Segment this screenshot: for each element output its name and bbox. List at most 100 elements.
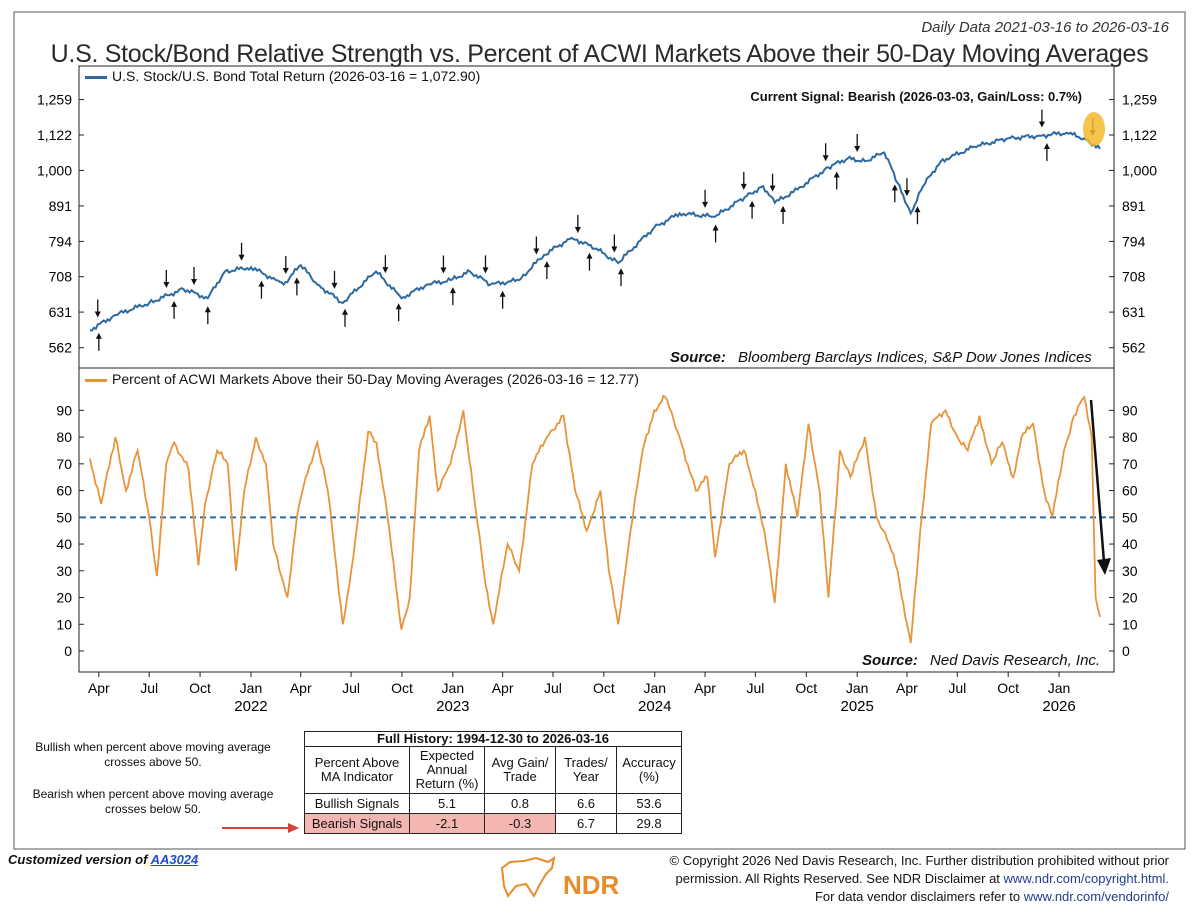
bearish-signal-arrowhead xyxy=(482,267,489,274)
bottom-ytick-right: 70 xyxy=(1122,456,1138,472)
bottom-ytick-left: 60 xyxy=(56,483,72,499)
x-year-label: 2022 xyxy=(234,698,267,715)
x-month-label: Apr xyxy=(492,680,514,696)
stats-title: Full History: 1994-12-30 to 2026-03-16 xyxy=(304,731,682,747)
stats-header-indicator: Percent Above MA Indicator xyxy=(304,746,410,794)
x-month-label: Jan xyxy=(442,680,465,696)
bearish-signal-arrowhead xyxy=(282,268,289,275)
bottom-ytick-right: 40 xyxy=(1122,536,1138,552)
x-year-label: 2023 xyxy=(436,698,469,715)
bearish-signal-arrowhead xyxy=(238,254,245,261)
top-ytick-right: 1,122 xyxy=(1122,127,1157,143)
bullish-signal-arrowhead xyxy=(617,268,624,275)
bottom-ytick-left: 30 xyxy=(56,563,72,579)
date-range-label: Daily Data 2021-03-16 to 2026-03-16 xyxy=(921,19,1169,36)
bearish-signal-arrowhead xyxy=(331,282,338,289)
x-month-label: Jul xyxy=(140,680,158,696)
bottom-ytick-left: 70 xyxy=(56,456,72,472)
x-month-label: Jan xyxy=(643,680,666,696)
copyright-line2: permission. All Rights Reserved. See NDR… xyxy=(609,870,1169,888)
top-panel-frame xyxy=(78,65,1115,369)
x-month-label: Oct xyxy=(795,680,817,696)
copyright-line1: © Copyright 2026 Ned Davis Research, Inc… xyxy=(669,853,1169,868)
bearish-signal-arrowhead xyxy=(163,281,170,288)
stats-cell: 6.6 xyxy=(555,793,617,814)
x-month-label: Jul xyxy=(544,680,562,696)
bullish-signal-arrowhead xyxy=(914,206,921,213)
bottom-ytick-right: 50 xyxy=(1122,509,1138,525)
stats-cell: 53.6 xyxy=(616,793,682,814)
bottom-ytick-right: 60 xyxy=(1122,483,1138,499)
x-axis: Apr Jul Oct Jan Apr Jul Oct Jan Apr Jul Oct Jan Apr J… xyxy=(88,672,1076,715)
bearish-signal-arrowhead xyxy=(382,267,389,274)
bottom-ytick-right: 90 xyxy=(1122,402,1138,418)
bottom-ytick-right: 0 xyxy=(1122,643,1130,659)
custom-link[interactable]: AA3024 xyxy=(150,852,199,867)
bearish-signal-arrowhead xyxy=(533,248,540,255)
x-year-label: 2025 xyxy=(840,698,873,715)
copyright-line2-text: permission. All Rights Reserved. See NDR… xyxy=(675,871,1000,886)
vendor-url-link[interactable]: www.ndr.com/vendorinfo/ xyxy=(1023,889,1169,904)
copyright-line3-text: For data vendor disclaimers refer to xyxy=(814,889,1021,904)
top-ytick-left: 891 xyxy=(49,198,73,214)
trend-arrow xyxy=(1089,399,1111,575)
top-ytick-left: 1,122 xyxy=(37,127,72,143)
stats-cell: 5.1 xyxy=(409,793,485,814)
stats-cell: -0.3 xyxy=(484,813,556,834)
x-month-label: Apr xyxy=(694,680,716,696)
x-month-label: Oct xyxy=(391,680,413,696)
copyright-url-link[interactable]: www.ndr.com/copyright.html. xyxy=(1003,871,1169,886)
bullish-note: Bullish when percent above moving averag… xyxy=(35,740,271,769)
top-ytick-right: 562 xyxy=(1122,340,1146,356)
bearish-signal-arrowhead xyxy=(822,155,829,162)
top-ytick-right: 891 xyxy=(1122,198,1146,214)
bottom-ytick-left: 90 xyxy=(56,402,72,418)
chart-frame xyxy=(13,11,1186,850)
current-signal-label: Current Signal: Bearish (2026-03-03, Gai… xyxy=(750,89,1082,104)
top-legend: U.S. Stock/U.S. Bond Total Return (2026-… xyxy=(85,68,480,84)
bullish-signal-arrowhead xyxy=(449,287,456,294)
stats-header-return: Expected Annual Return (%) xyxy=(409,746,485,794)
bearish-signal-arrowhead xyxy=(611,246,618,253)
x-month-label: Jul xyxy=(948,680,966,696)
stock-bond-line xyxy=(89,130,1101,332)
stats-header-trades: Trades/ Year xyxy=(555,746,617,794)
top-ytick-right: 794 xyxy=(1122,233,1146,249)
stats-cell: 0.8 xyxy=(484,793,556,814)
bullish-signal-arrowhead xyxy=(293,277,300,284)
bottom-ytick-right: 80 xyxy=(1122,429,1138,445)
top-source: Source: Bloomberg Barclays Indices, S&P … xyxy=(670,349,1092,366)
bearish-signal-arrowhead xyxy=(94,311,101,318)
bottom-ytick-left: 40 xyxy=(56,536,72,552)
stats-header-accuracy: Accuracy (%) xyxy=(616,746,682,794)
bearish-signal-arrowhead xyxy=(769,185,776,192)
bullish-signal-arrowhead xyxy=(1043,143,1050,150)
top-source-label: Source: xyxy=(670,349,726,366)
acwi-percent-line xyxy=(89,394,1101,644)
bullish-signal-arrowhead xyxy=(891,184,898,191)
bullish-signal-arrowhead xyxy=(171,300,178,307)
top-ytick-right: 631 xyxy=(1122,304,1146,320)
bottom-ytick-left: 50 xyxy=(56,509,72,525)
stats-header-gain: Avg Gain/ Trade xyxy=(484,746,556,794)
bullish-signal-arrowhead xyxy=(833,171,840,178)
copyright-block: © Copyright 2026 Ned Davis Research, Inc… xyxy=(609,852,1169,906)
bottom-ytick-left: 0 xyxy=(64,643,72,659)
stats-table: Full History: 1994-12-30 to 2026-03-16 P… xyxy=(304,731,682,834)
bullish-signal-arrowhead xyxy=(95,332,102,339)
bullish-signal-arrowhead xyxy=(749,200,756,207)
top-ytick-left: 794 xyxy=(49,233,73,249)
stats-cell: -2.1 xyxy=(409,813,485,834)
stats-cell: 29.8 xyxy=(616,813,682,834)
copyright-line3: For data vendor disclaimers refer to www… xyxy=(609,888,1169,906)
stats-row-bullish: Bullish Signals 5.1 0.8 6.6 53.6 xyxy=(304,793,682,814)
bottom-y-axis: 0 0 10 10 20 20 30 30 40 40 50 50 60 60 70 70 80 80 90 90 xyxy=(56,402,1137,659)
custom-prefix: Customized version of xyxy=(8,852,148,867)
top-ytick-right: 1,000 xyxy=(1122,162,1157,178)
top-legend-label: U.S. Stock/U.S. Bond Total Return (2026-… xyxy=(112,68,481,84)
bullish-signal-arrowhead xyxy=(499,290,506,297)
bottom-ytick-right: 10 xyxy=(1122,616,1138,632)
bullish-signal-arrowhead xyxy=(341,308,348,315)
top-ytick-left: 562 xyxy=(49,340,73,356)
top-legend-swatch xyxy=(85,75,107,79)
